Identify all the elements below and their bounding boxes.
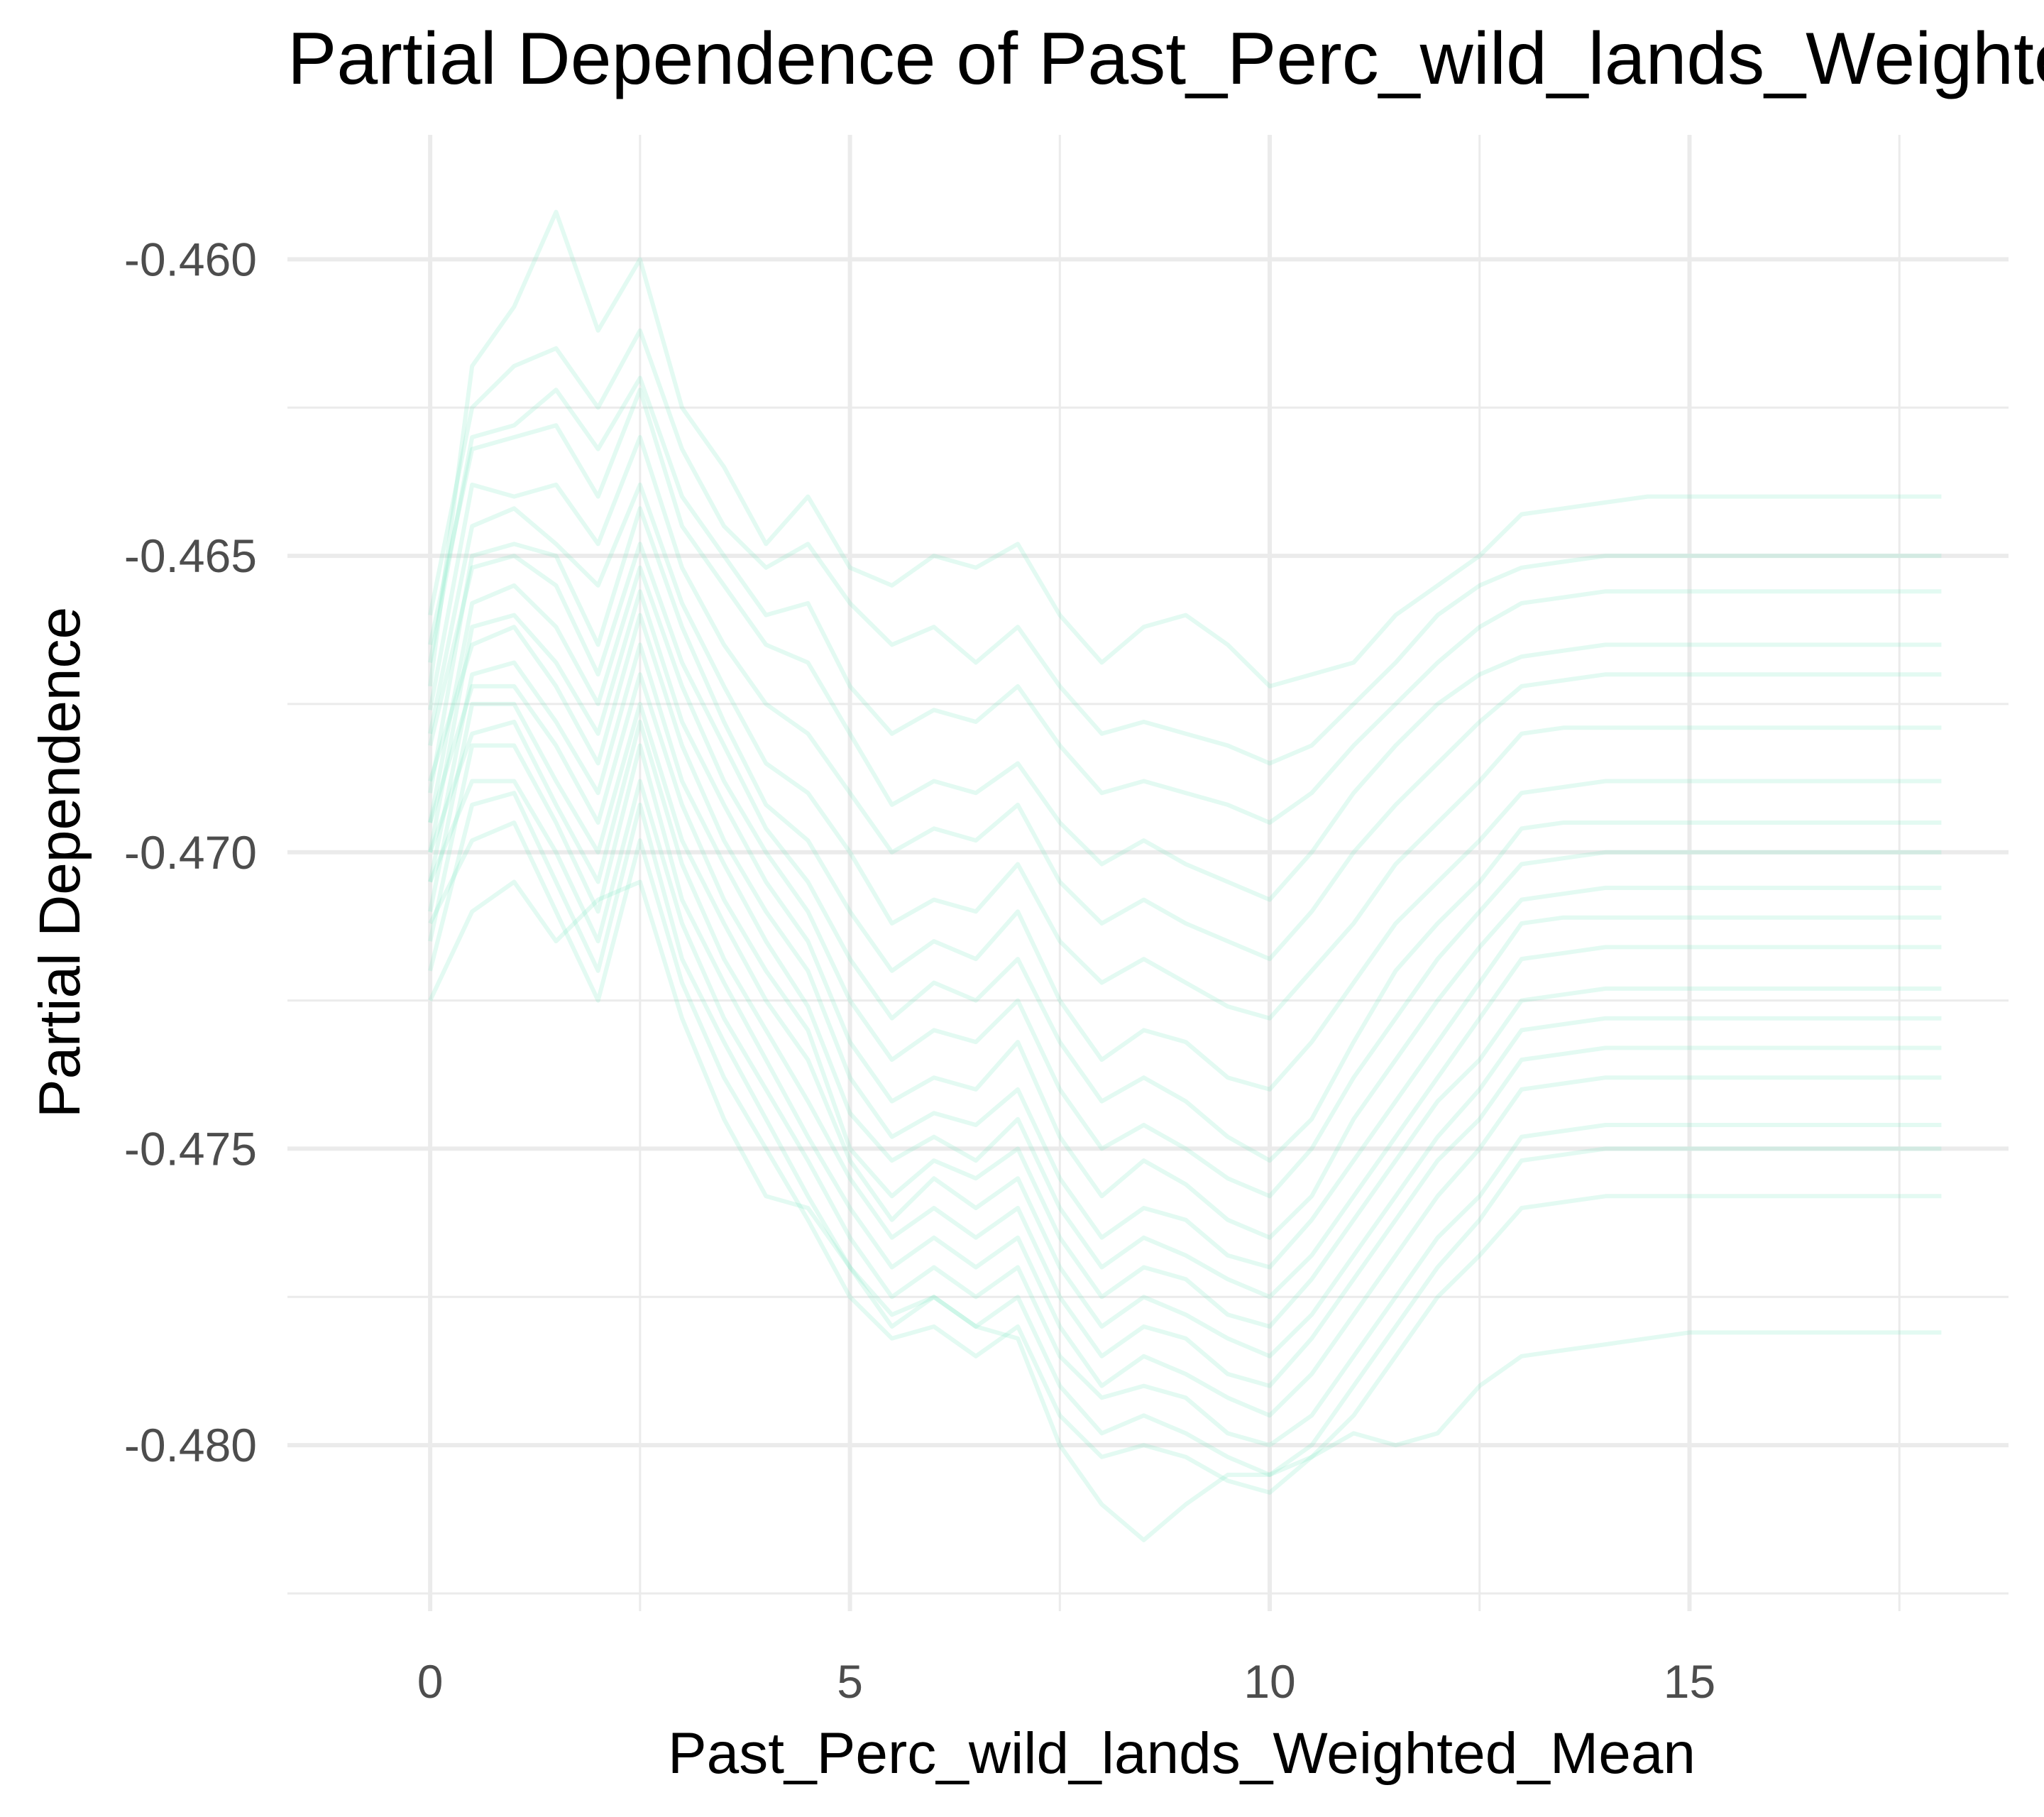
x-tick-label: 5 [837, 1655, 863, 1708]
y-axis-title: Partial Dependence [28, 607, 92, 1118]
y-tick-label: -0.465 [124, 529, 257, 582]
y-tick-label: -0.480 [124, 1419, 257, 1471]
ice-curve-5 [428, 435, 1942, 962]
ice-curve-11 [428, 613, 1942, 1270]
y-tick-label: -0.470 [124, 826, 257, 879]
ice-curve-1 [428, 209, 1942, 688]
ice-curve-6 [428, 482, 1942, 1021]
ice-curve-13 [428, 672, 1942, 1329]
ice-curve-8 [428, 542, 1942, 1163]
ice-curve-20 [428, 879, 1942, 1542]
ice-curves [428, 209, 1942, 1542]
grid [287, 135, 2009, 1611]
x-tick-label: 0 [417, 1655, 444, 1708]
y-tick-label: -0.475 [124, 1122, 257, 1175]
chart-title: Partial Dependence of Past_Perc_wild_lan… [287, 18, 2044, 100]
ice-curve-14 [428, 701, 1942, 1358]
ice-curve-16 [428, 743, 1942, 1418]
ice-curve-9 [428, 565, 1942, 1199]
x-axis-title: Past_Perc_wild_lands_Weighted_Mean [668, 1721, 1696, 1786]
ice-curve-15 [428, 720, 1942, 1388]
ice-curve-3 [428, 375, 1942, 825]
x-tick-label: 15 [1664, 1655, 1715, 1708]
y-tick-label: -0.460 [124, 233, 257, 285]
ice-curve-4 [428, 388, 1942, 902]
x-tick-labels: 0 5 10 15 [417, 1655, 1715, 1708]
ice-curve-19 [428, 820, 1942, 1495]
ice-curve-2 [428, 328, 1942, 766]
y-tick-labels: -0.460 -0.465 -0.470 -0.475 -0.480 [124, 233, 257, 1471]
ice-curve-12 [428, 642, 1942, 1300]
x-tick-label: 10 [1243, 1655, 1295, 1708]
ice-curve-10 [428, 589, 1942, 1240]
ice-curve-7 [428, 506, 1942, 1092]
ice-curve-18 [428, 791, 1942, 1477]
ice-curve-17 [428, 779, 1942, 1448]
